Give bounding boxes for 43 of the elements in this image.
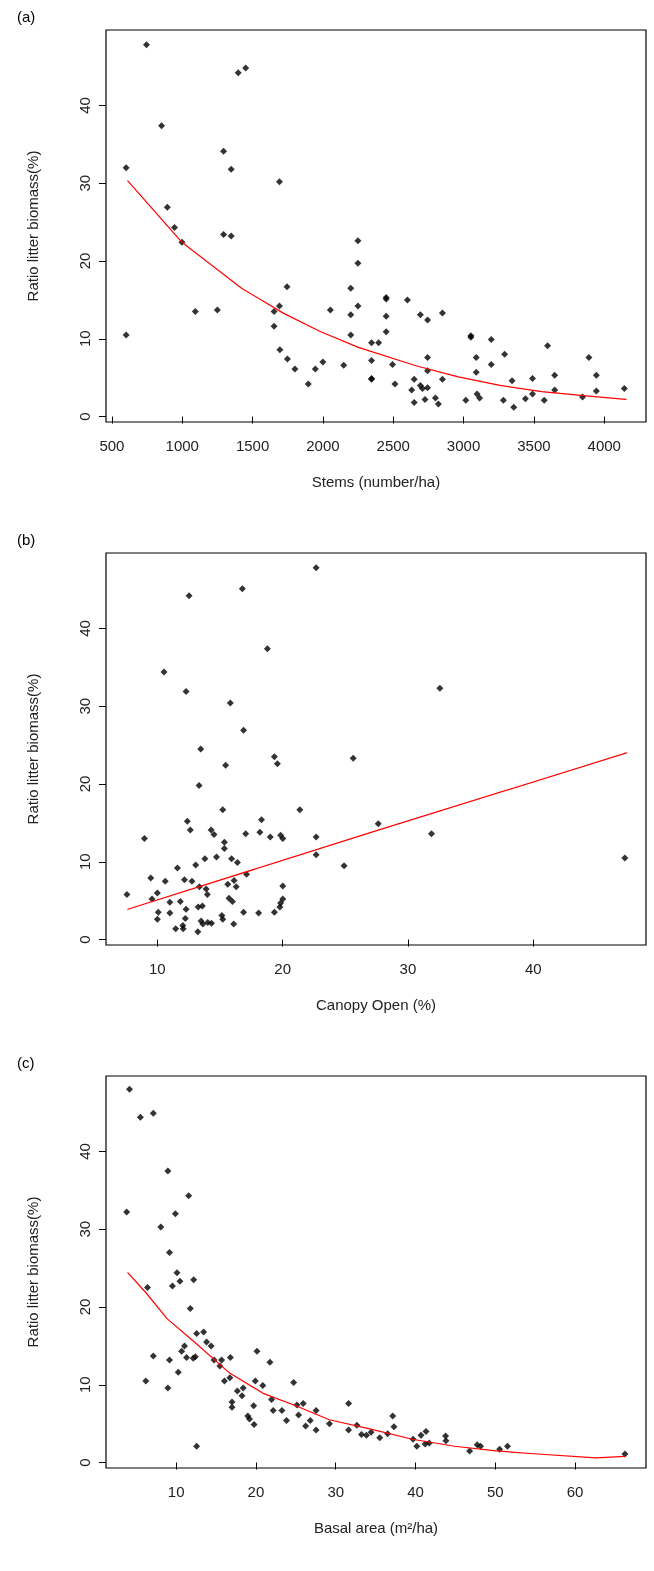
x-tick-label: 30	[399, 960, 417, 977]
x-axis-title: Stems (number/ha)	[311, 473, 441, 490]
chart-title: (b)	[17, 531, 36, 548]
x-tick-label: 50	[486, 1483, 504, 1500]
x-tick-label: 3500	[517, 437, 551, 454]
y-tick-label: 20	[76, 1298, 93, 1316]
x-tick-label: 20	[247, 1483, 265, 1500]
x-tick-label: 40	[524, 960, 542, 977]
y-tick-label: 20	[76, 775, 93, 793]
y-tick-label: 10	[76, 330, 93, 348]
y-tick-label: 0	[76, 1458, 93, 1467]
y-axis-title: Ratio litter biomass(%)	[24, 150, 41, 302]
x-tick-label: 30	[327, 1483, 345, 1500]
x-tick-label: 20	[274, 960, 291, 977]
y-tick-label: 30	[76, 697, 93, 715]
x-tick-label: 60	[566, 1483, 584, 1500]
x-axis-title: Basal area (m²/ha)	[313, 1519, 439, 1536]
y-axis-title: Ratio litter biomass(%)	[24, 1196, 41, 1348]
x-tick-label: 2500	[376, 437, 410, 454]
x-tick-label: 4000	[587, 437, 621, 454]
y-tick-label: 10	[76, 853, 93, 871]
y-tick-label: 0	[76, 935, 93, 944]
x-tick-label: 1000	[165, 437, 199, 454]
y-axis-title: Ratio litter biomass(%)	[24, 673, 41, 825]
x-tick-label: 500	[99, 437, 125, 454]
y-tick-label: 10	[76, 1376, 93, 1394]
y-tick-label: 30	[76, 174, 93, 192]
x-tick-label: 40	[407, 1483, 424, 1500]
y-tick-label: 0	[76, 412, 93, 421]
x-tick-label: 3000	[446, 437, 481, 454]
x-tick-label: 10	[149, 960, 166, 977]
y-tick-label: 40	[76, 1143, 93, 1160]
line-series	[127, 180, 627, 401]
x-tick-label: 2000	[306, 437, 340, 454]
y-tick-label: 40	[76, 97, 93, 114]
y-tick-label: 20	[76, 252, 93, 270]
x-tick-label: 10	[167, 1483, 185, 1500]
y-tick-label: 40	[76, 620, 93, 637]
chart-title: (c)	[17, 1054, 35, 1071]
y-tick-label: 30	[76, 1220, 93, 1238]
chart-title: (a)	[17, 8, 36, 25]
x-axis-title: Canopy Open (%)	[315, 996, 437, 1013]
x-tick-label: 1500	[235, 437, 270, 454]
